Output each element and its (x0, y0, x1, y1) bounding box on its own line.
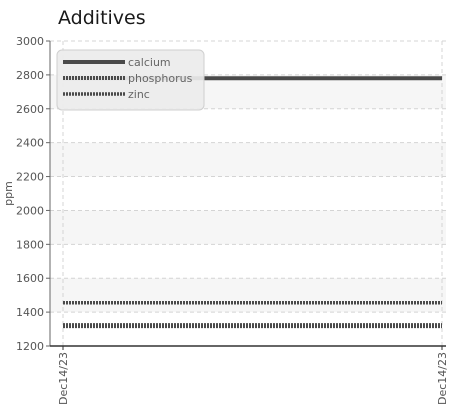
chart-title: Additives (58, 7, 146, 29)
y-axis-label: ppm (2, 181, 15, 206)
grid-band (50, 142, 446, 177)
y-tick-label: 2000 (16, 204, 44, 217)
legend-label-phosphorus: phosphorus (128, 72, 193, 85)
y-tick-label: 1200 (16, 340, 44, 353)
y-tick-label: 1600 (16, 272, 44, 285)
y-tick-label: 3000 (16, 35, 44, 48)
x-tick-label: Dec14/23 (57, 352, 70, 405)
x-tick-label: Dec14/23 (436, 352, 449, 405)
y-tick-label: 1400 (16, 306, 44, 319)
y-tick-label: 2200 (16, 171, 44, 184)
grid-band (50, 278, 446, 313)
legend-label-calcium: calcium (128, 56, 171, 69)
y-tick-label: 2600 (16, 103, 44, 116)
y-tick-label: 1800 (16, 238, 44, 251)
y-tick-label: 2800 (16, 69, 44, 82)
legend-label-zinc: zinc (128, 88, 150, 101)
y-tick-label: 2400 (16, 137, 44, 150)
grid-band (50, 210, 446, 245)
